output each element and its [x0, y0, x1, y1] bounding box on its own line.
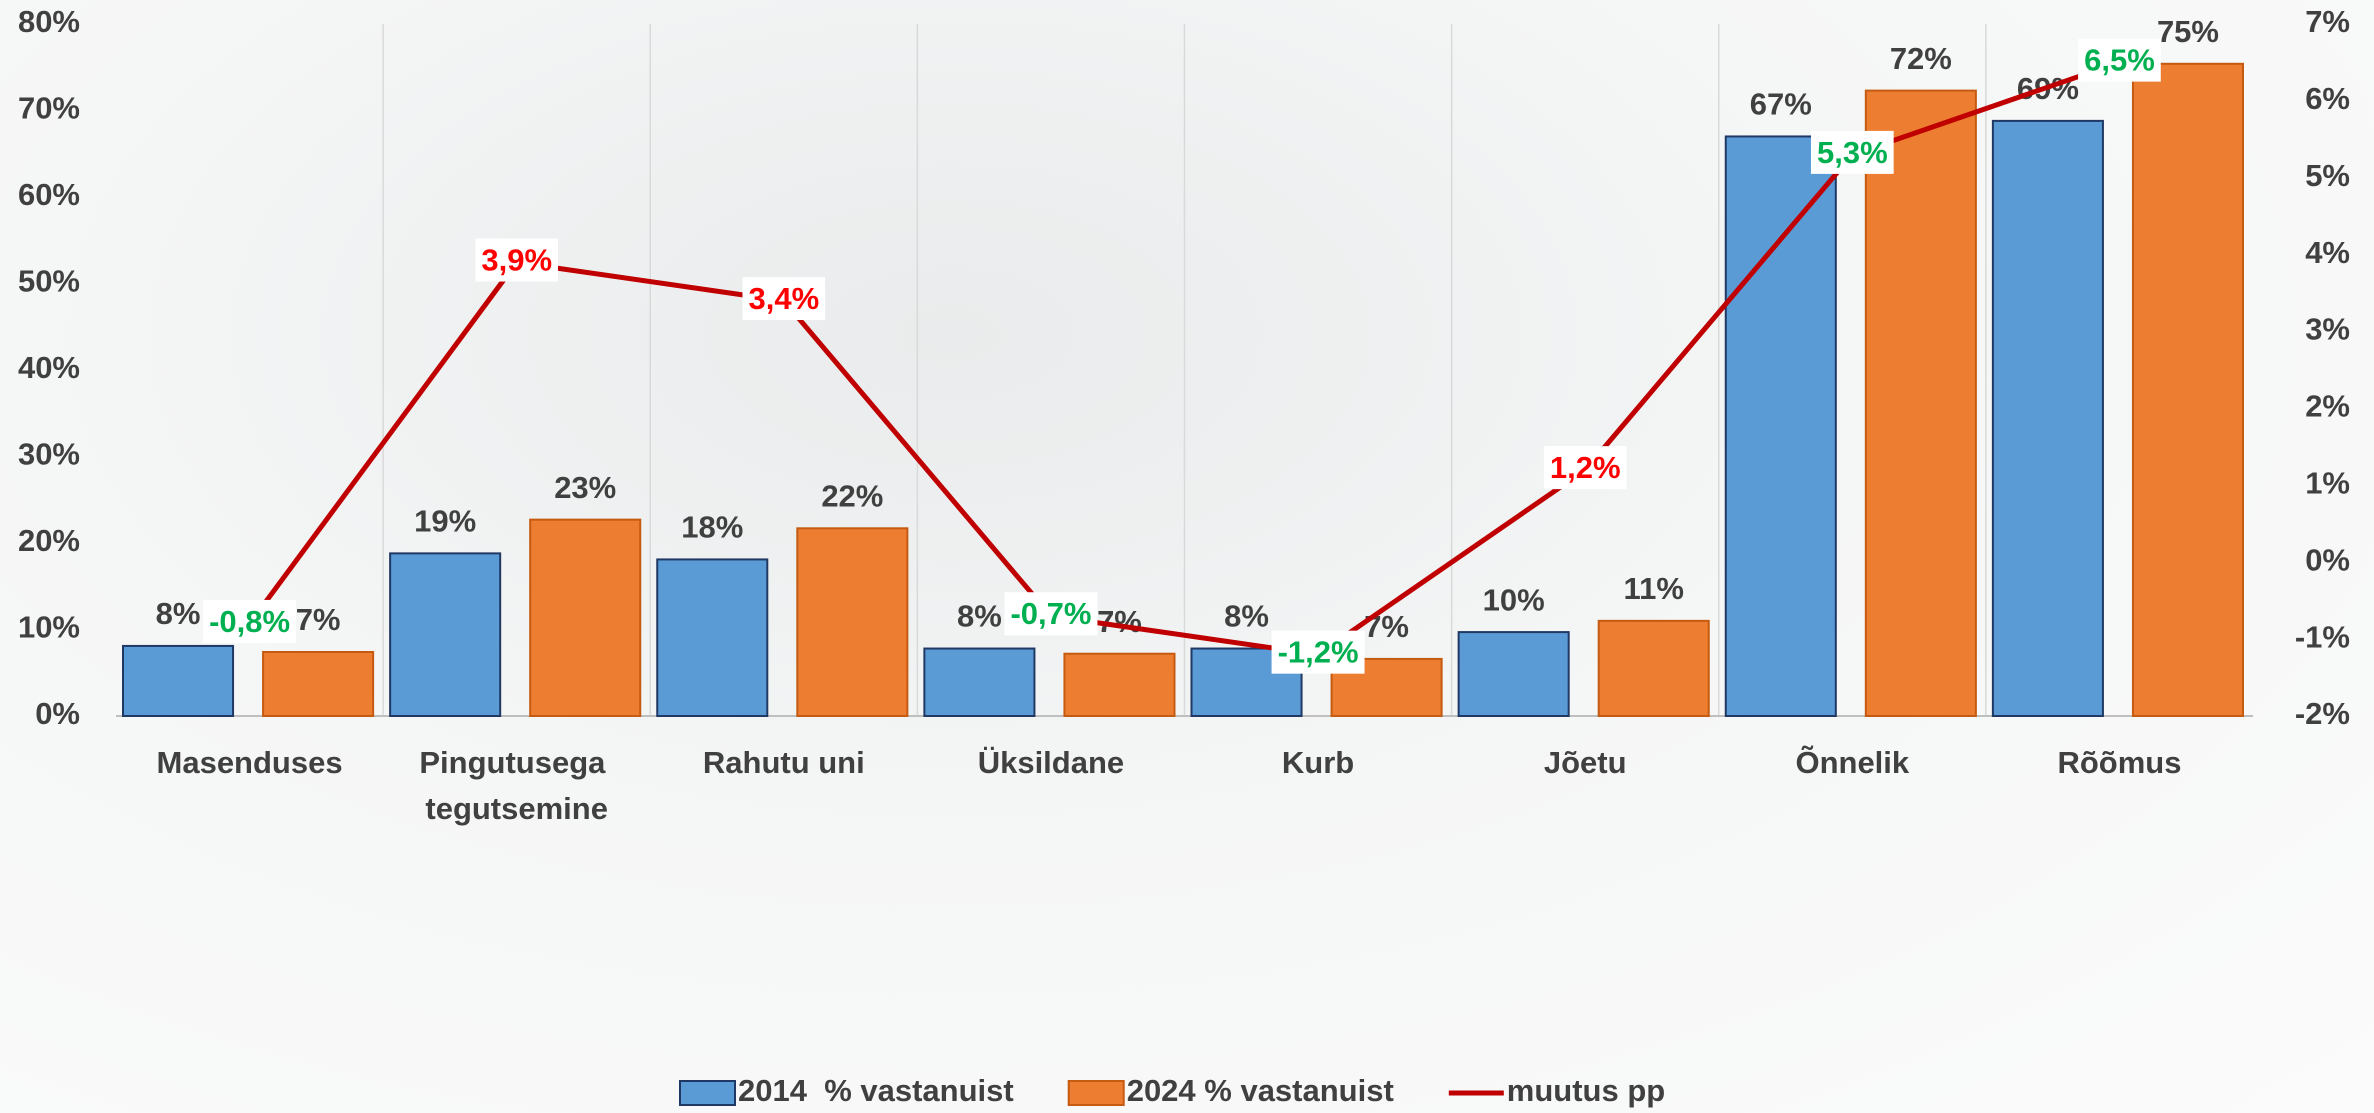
- y-tick-label: 0%: [35, 696, 80, 731]
- x-tick-label: Üksildane: [978, 745, 1124, 780]
- line-label-box: [1004, 592, 1098, 636]
- bar: [796, 527, 909, 717]
- bar: [1063, 652, 1176, 717]
- line-value-label: -0,8%: [209, 604, 290, 639]
- x-tick-label: Rahutu uni: [703, 745, 865, 780]
- line-value-label: -1,2%: [1278, 635, 1359, 670]
- legend-label: 2014 % vastanuist: [738, 1073, 1014, 1108]
- bar-value-label: 75%: [2157, 14, 2219, 49]
- bar-value-label: 18%: [681, 510, 743, 545]
- y-tick-label: 80%: [18, 4, 80, 39]
- y2-tick-label: 0%: [2305, 542, 2350, 577]
- x-tick-label: Rõõmus: [2057, 745, 2181, 780]
- bar-value-label: 7%: [296, 602, 341, 637]
- bar-value-label: 22%: [821, 478, 883, 513]
- line-label-box: [742, 276, 826, 320]
- y2-tick-label: 4%: [2305, 235, 2350, 270]
- line-label-box: [2078, 38, 2161, 82]
- y2-tick-label: 7%: [2305, 4, 2350, 39]
- bar-value-label: 67%: [1750, 87, 1812, 122]
- bar: [1330, 657, 1443, 717]
- bar-value-label: 23%: [554, 470, 616, 505]
- y2-tick-label: -1%: [2295, 619, 2350, 654]
- line-value-label: 1,2%: [1550, 450, 1621, 485]
- bar-value-label: 8%: [156, 596, 201, 631]
- line-value-label: 3,9%: [481, 243, 552, 278]
- bar: [122, 644, 235, 717]
- bar: [1724, 135, 1837, 717]
- bar-value-label: 11%: [1624, 571, 1684, 606]
- y-tick-label: 30%: [18, 437, 80, 472]
- bar: [2131, 62, 2244, 718]
- line-value-label: -0,7%: [1010, 596, 1091, 631]
- y2-tick-label: 6%: [2305, 81, 2350, 116]
- bar: [1864, 89, 1977, 718]
- y-tick-label: 40%: [18, 350, 80, 385]
- legend-label: muutus pp: [1507, 1073, 1665, 1108]
- y2-tick-label: 2%: [2305, 389, 2350, 424]
- y2-tick-label: 1%: [2305, 466, 2350, 501]
- bar: [1991, 119, 2104, 717]
- y2-tick-label: 3%: [2305, 312, 2350, 347]
- bar-value-label: 8%: [1224, 599, 1269, 634]
- x-tick-label: Masenduses: [157, 745, 343, 780]
- bar-value-label: 10%: [1483, 582, 1545, 617]
- line-label-box: [475, 238, 559, 282]
- y2-tick-label: -2%: [2295, 696, 2350, 731]
- y-tick-label: 70%: [18, 91, 80, 126]
- line: [247, 60, 2121, 658]
- x-tick-label: Kurb: [1282, 745, 1354, 780]
- bar: [529, 518, 642, 718]
- y-tick-label: 50%: [18, 264, 80, 299]
- bar: [923, 647, 1036, 718]
- bar-value-label: 7%: [1364, 609, 1409, 644]
- legend-swatch: [679, 1080, 736, 1106]
- bar: [656, 558, 769, 717]
- bar-value-label: 72%: [1890, 41, 1952, 76]
- line-value-label: 6,5%: [2084, 43, 2155, 78]
- bar: [389, 552, 502, 717]
- x-tick-label: Õnnelik: [1795, 744, 1909, 780]
- bar-value-label: 8%: [957, 599, 1002, 634]
- bar: [1597, 619, 1710, 717]
- legend-swatch: [1067, 1080, 1125, 1106]
- y-tick-label: 60%: [18, 177, 80, 212]
- bar: [1457, 631, 1570, 717]
- x-tick-label: Jõetu: [1544, 745, 1627, 780]
- line-label-box: [1810, 130, 1894, 174]
- line-label-box: [1271, 630, 1365, 674]
- y-tick-label: 10%: [18, 610, 80, 645]
- y-tick-label: 20%: [18, 523, 80, 558]
- line-value-label: 3,4%: [748, 281, 819, 316]
- bar-value-label: 19%: [414, 504, 476, 539]
- line-value-label: 5,3%: [1817, 135, 1888, 170]
- legend-label: 2024 % vastanuist: [1127, 1073, 1394, 1108]
- y2-tick-label: 5%: [2305, 158, 2350, 193]
- line-label-box: [203, 599, 297, 643]
- line-label-box: [1543, 446, 1627, 490]
- bar: [262, 650, 375, 717]
- x-tick-label: Pingutusega tegutsemine: [419, 745, 614, 826]
